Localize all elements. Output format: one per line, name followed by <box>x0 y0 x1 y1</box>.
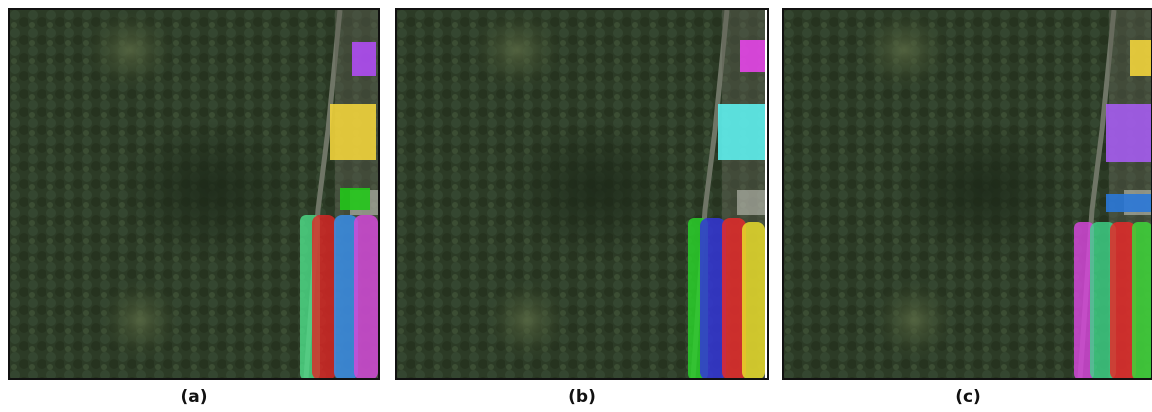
panel-image <box>397 10 765 380</box>
panel-caption: (a) <box>180 387 207 407</box>
figure: (a) (b) (c) <box>0 0 1152 412</box>
panel-image <box>784 10 1152 380</box>
panel-image <box>10 10 378 380</box>
page: {"panels": [{"label": "(a)"}, {"label": … <box>0 0 1152 412</box>
panel-caption: (c) <box>955 387 981 407</box>
panel-caption: (b) <box>568 387 596 407</box>
